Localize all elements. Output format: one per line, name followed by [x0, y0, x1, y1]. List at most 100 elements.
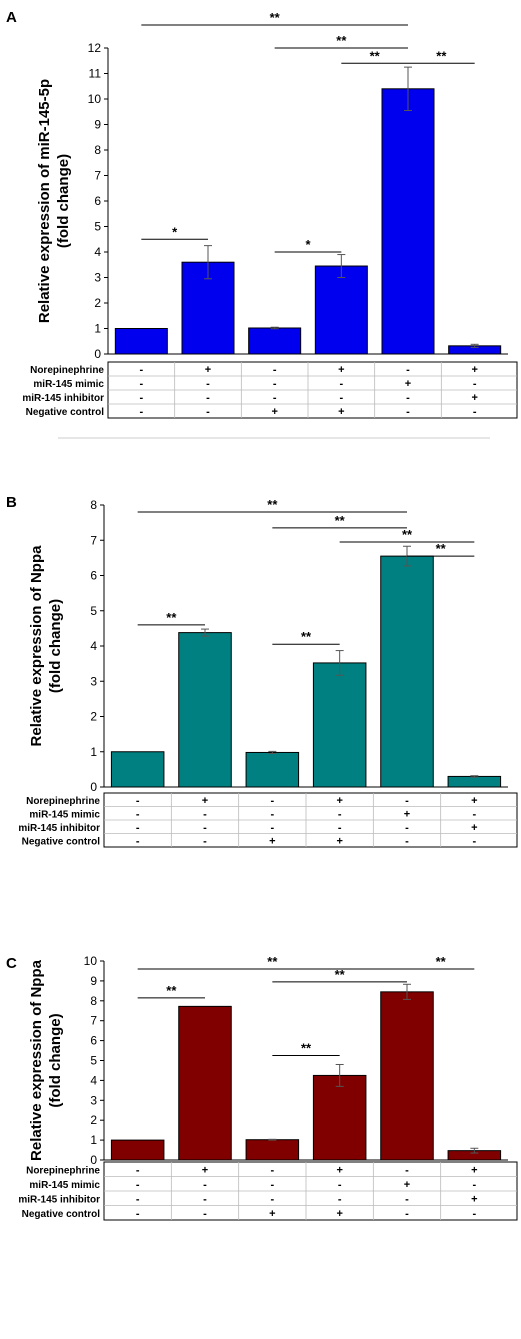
panel-label: C: [6, 955, 17, 972]
condition-cell: -: [136, 808, 140, 820]
y-tick-label: 0: [90, 1153, 97, 1167]
condition-name: Norepinephrine: [26, 796, 100, 807]
condition-name: miR-145 mimic: [33, 379, 104, 390]
bar: [381, 88, 435, 355]
condition-cell: +: [205, 364, 211, 376]
panel-B: B Relative expression of Nppa (fold change…: [6, 437, 518, 848]
condition-cell: -: [136, 1208, 140, 1220]
condition-cell: -: [203, 1179, 207, 1191]
y-tick-label: 0: [90, 780, 97, 794]
condition-cell: -: [136, 835, 140, 847]
condition-cell: +: [336, 1164, 342, 1176]
condition-cell: -: [136, 822, 140, 834]
condition-cell: -: [473, 378, 477, 390]
significance-label: *: [172, 224, 178, 239]
bar: [245, 1139, 300, 1161]
y-tick-label: 8: [90, 498, 97, 512]
condition-cell: -: [405, 835, 409, 847]
condition-cell: +: [471, 1193, 477, 1205]
condition-cell: +: [471, 795, 477, 807]
y-axis-label-line: (fold change): [55, 154, 72, 248]
y-tick-label: 4: [94, 245, 101, 259]
condition-cell: -: [273, 392, 277, 404]
y-tick-label: 0: [94, 347, 101, 361]
condition-name: Norepinephrine: [26, 1165, 100, 1176]
y-tick-label: 1: [94, 322, 101, 336]
y-axis-label-line: Relative expression of Nppa: [28, 545, 45, 747]
condition-cell: -: [338, 822, 342, 834]
condition-cell: -: [139, 378, 143, 390]
condition-cell: -: [203, 1208, 207, 1220]
condition-cell: -: [136, 1179, 140, 1191]
condition-cell: -: [405, 1193, 409, 1205]
condition-cell: -: [339, 392, 343, 404]
condition-cell: -: [472, 1208, 476, 1220]
bar: [110, 751, 165, 788]
y-tick-label: 5: [90, 604, 97, 618]
condition-cell: -: [206, 378, 210, 390]
condition-cell: +: [404, 808, 410, 820]
significance-label: **: [301, 1041, 312, 1056]
condition-name: miR-145 inhibitor: [22, 393, 104, 404]
y-tick-label: 2: [90, 1113, 97, 1127]
condition-name: Norepinephrine: [30, 365, 104, 376]
condition-cell: -: [406, 392, 410, 404]
condition-cell: -: [270, 808, 274, 820]
y-tick-label: 2: [94, 296, 101, 310]
bar: [178, 1005, 232, 1161]
condition-cell: -: [273, 364, 277, 376]
y-tick-label: 9: [94, 118, 101, 132]
condition-cell: -: [203, 822, 207, 834]
condition-cell: +: [405, 378, 411, 390]
significance-label: **: [267, 497, 278, 512]
condition-name: Negative control: [26, 407, 105, 418]
y-tick-label: 7: [90, 533, 97, 547]
condition-cell: -: [338, 1179, 342, 1191]
condition-cell: +: [471, 364, 477, 376]
y-axis-label-line: (fold change): [47, 1013, 64, 1107]
condition-cell: +: [336, 835, 342, 847]
condition-cell: -: [338, 808, 342, 820]
y-tick-label: 4: [90, 1073, 97, 1087]
panel-label: A: [6, 9, 17, 26]
bar: [312, 662, 367, 788]
condition-name: Negative control: [22, 836, 101, 847]
y-tick-label: 10: [88, 92, 102, 106]
y-tick-label: 5: [94, 220, 101, 234]
significance-label: **: [267, 954, 278, 969]
condition-name: miR-145 inhibitor: [18, 1194, 100, 1205]
condition-cell: -: [273, 378, 277, 390]
condition-cell: -: [338, 1193, 342, 1205]
condition-cell: -: [472, 808, 476, 820]
condition-name: miR-145 mimic: [29, 809, 100, 820]
significance-label: **: [166, 983, 177, 998]
y-axis-label-line: Relative expression of miR-145-5p: [36, 79, 53, 323]
condition-cell: +: [336, 1208, 342, 1220]
significance-label: **: [166, 610, 177, 625]
condition-cell: +: [269, 835, 275, 847]
condition-cell: -: [203, 808, 207, 820]
y-axis-label-line: Relative expression of Nppa: [28, 959, 45, 1161]
y-axis-label-line: (fold change): [47, 599, 64, 693]
condition-cell: -: [139, 392, 143, 404]
significance-label: **: [402, 527, 413, 542]
y-tick-label: 11: [89, 67, 102, 81]
condition-cell: +: [271, 406, 277, 418]
condition-cell: +: [269, 1208, 275, 1220]
y-tick-label: 9: [90, 974, 97, 988]
bar: [178, 632, 232, 788]
y-tick-label: 5: [90, 1054, 97, 1068]
y-tick-label: 3: [90, 674, 97, 688]
significance-label: **: [436, 954, 447, 969]
condition-cell: +: [336, 795, 342, 807]
y-tick-label: 4: [90, 639, 97, 653]
condition-cell: +: [471, 392, 477, 404]
condition-cell: +: [202, 795, 208, 807]
condition-cell: -: [270, 795, 274, 807]
condition-cell: -: [203, 835, 207, 847]
bar: [248, 327, 302, 355]
y-tick-label: 1: [90, 1133, 97, 1147]
condition-cell: -: [270, 1164, 274, 1176]
y-tick-label: 10: [84, 954, 98, 968]
y-tick-label: 8: [90, 994, 97, 1008]
